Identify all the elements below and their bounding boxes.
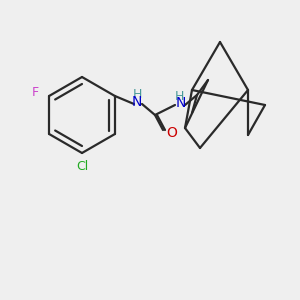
- Text: O: O: [167, 126, 177, 140]
- Text: Cl: Cl: [76, 160, 88, 172]
- Text: H: H: [174, 89, 184, 103]
- Text: N: N: [176, 96, 186, 110]
- Text: N: N: [132, 95, 142, 109]
- Text: F: F: [32, 85, 39, 98]
- Text: H: H: [132, 88, 142, 101]
